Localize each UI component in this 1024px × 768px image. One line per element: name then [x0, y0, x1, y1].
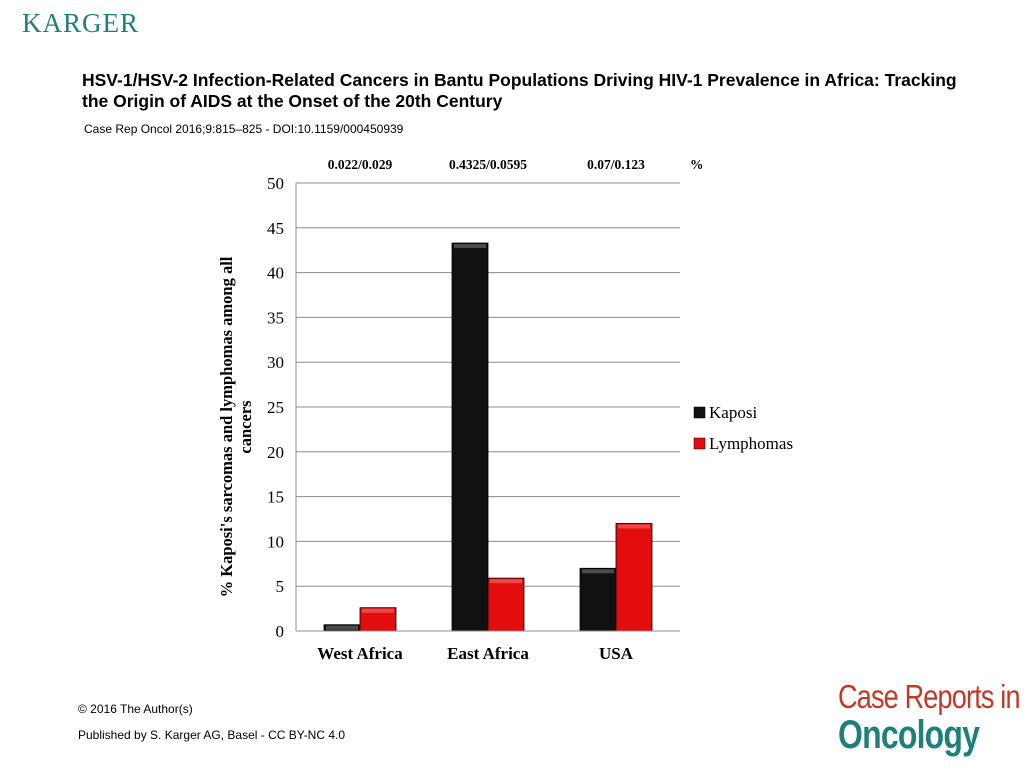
journal-logo-line1: Case Reports in [838, 678, 1021, 715]
y-axis-label-line1: % Kaposi's sarcomas and lymphomas among … [217, 256, 236, 597]
legend-label-lymphomas: Lymphomas [709, 434, 793, 453]
page-title: HSV-1/HSV-2 Infection-Related Cancers in… [82, 70, 957, 111]
x-tick-label: East Africa [447, 644, 529, 663]
y-axis-label-line2: cancers [236, 400, 255, 454]
publisher-text: Published by S. Karger AG, Basel - CC BY… [78, 728, 346, 742]
bar-highlight [362, 608, 394, 613]
top-annotation: 0.4325/0.0595 [449, 157, 527, 172]
copyright-text: © 2016 The Author(s) [78, 702, 193, 716]
bar-chart: 0 5 10 15 20 25 30 35 40 45 50 % Kaposi's sarcomas … [217, 157, 793, 663]
top-annotation: 0.07/0.123 [587, 157, 645, 172]
x-tick-label: West Africa [317, 644, 403, 663]
y-tick-label: 50 [267, 174, 284, 193]
bar-highlight [454, 244, 486, 249]
y-tick-label: 30 [267, 353, 284, 372]
bar-highlight [490, 579, 522, 584]
bar-lymphomas-east-africa [487, 577, 525, 632]
y-tick-label: 15 [267, 488, 284, 507]
bar-highlight [618, 524, 650, 529]
y-tick-label: 35 [267, 308, 284, 327]
citation: Case Rep Oncol 2016;9:815–825 - DOI:10.1… [84, 122, 404, 136]
bar-highlight [326, 625, 358, 630]
y-tick-label: 5 [276, 577, 285, 596]
x-tick-label: USA [599, 644, 634, 663]
top-unit-label: % [690, 157, 704, 172]
y-tick-label: 45 [267, 219, 284, 238]
journal-logo: Case Reports in Oncology [838, 678, 1021, 757]
y-tick-label: 20 [267, 443, 284, 462]
journal-logo-line2: Oncology [838, 713, 980, 757]
legend-label-kaposi: Kaposi [709, 403, 757, 422]
y-tick-label: 10 [267, 532, 284, 551]
y-tick-label: 40 [267, 264, 284, 283]
y-tick-label: 0 [276, 622, 285, 641]
bar-kaposi-east-africa [451, 242, 489, 632]
legend-swatch-kaposi [693, 406, 706, 419]
bar-kaposi-usa [579, 567, 617, 632]
top-annotation: 0.022/0.029 [328, 157, 393, 172]
bar-highlight [582, 569, 614, 574]
y-tick-label: 25 [267, 398, 284, 417]
bar-lymphomas-usa [615, 523, 653, 632]
y-axis-label: % Kaposi's sarcomas and lymphomas among … [217, 256, 255, 597]
karger-logo: KARGER [22, 8, 140, 38]
legend-swatch-lymphomas [693, 437, 706, 450]
